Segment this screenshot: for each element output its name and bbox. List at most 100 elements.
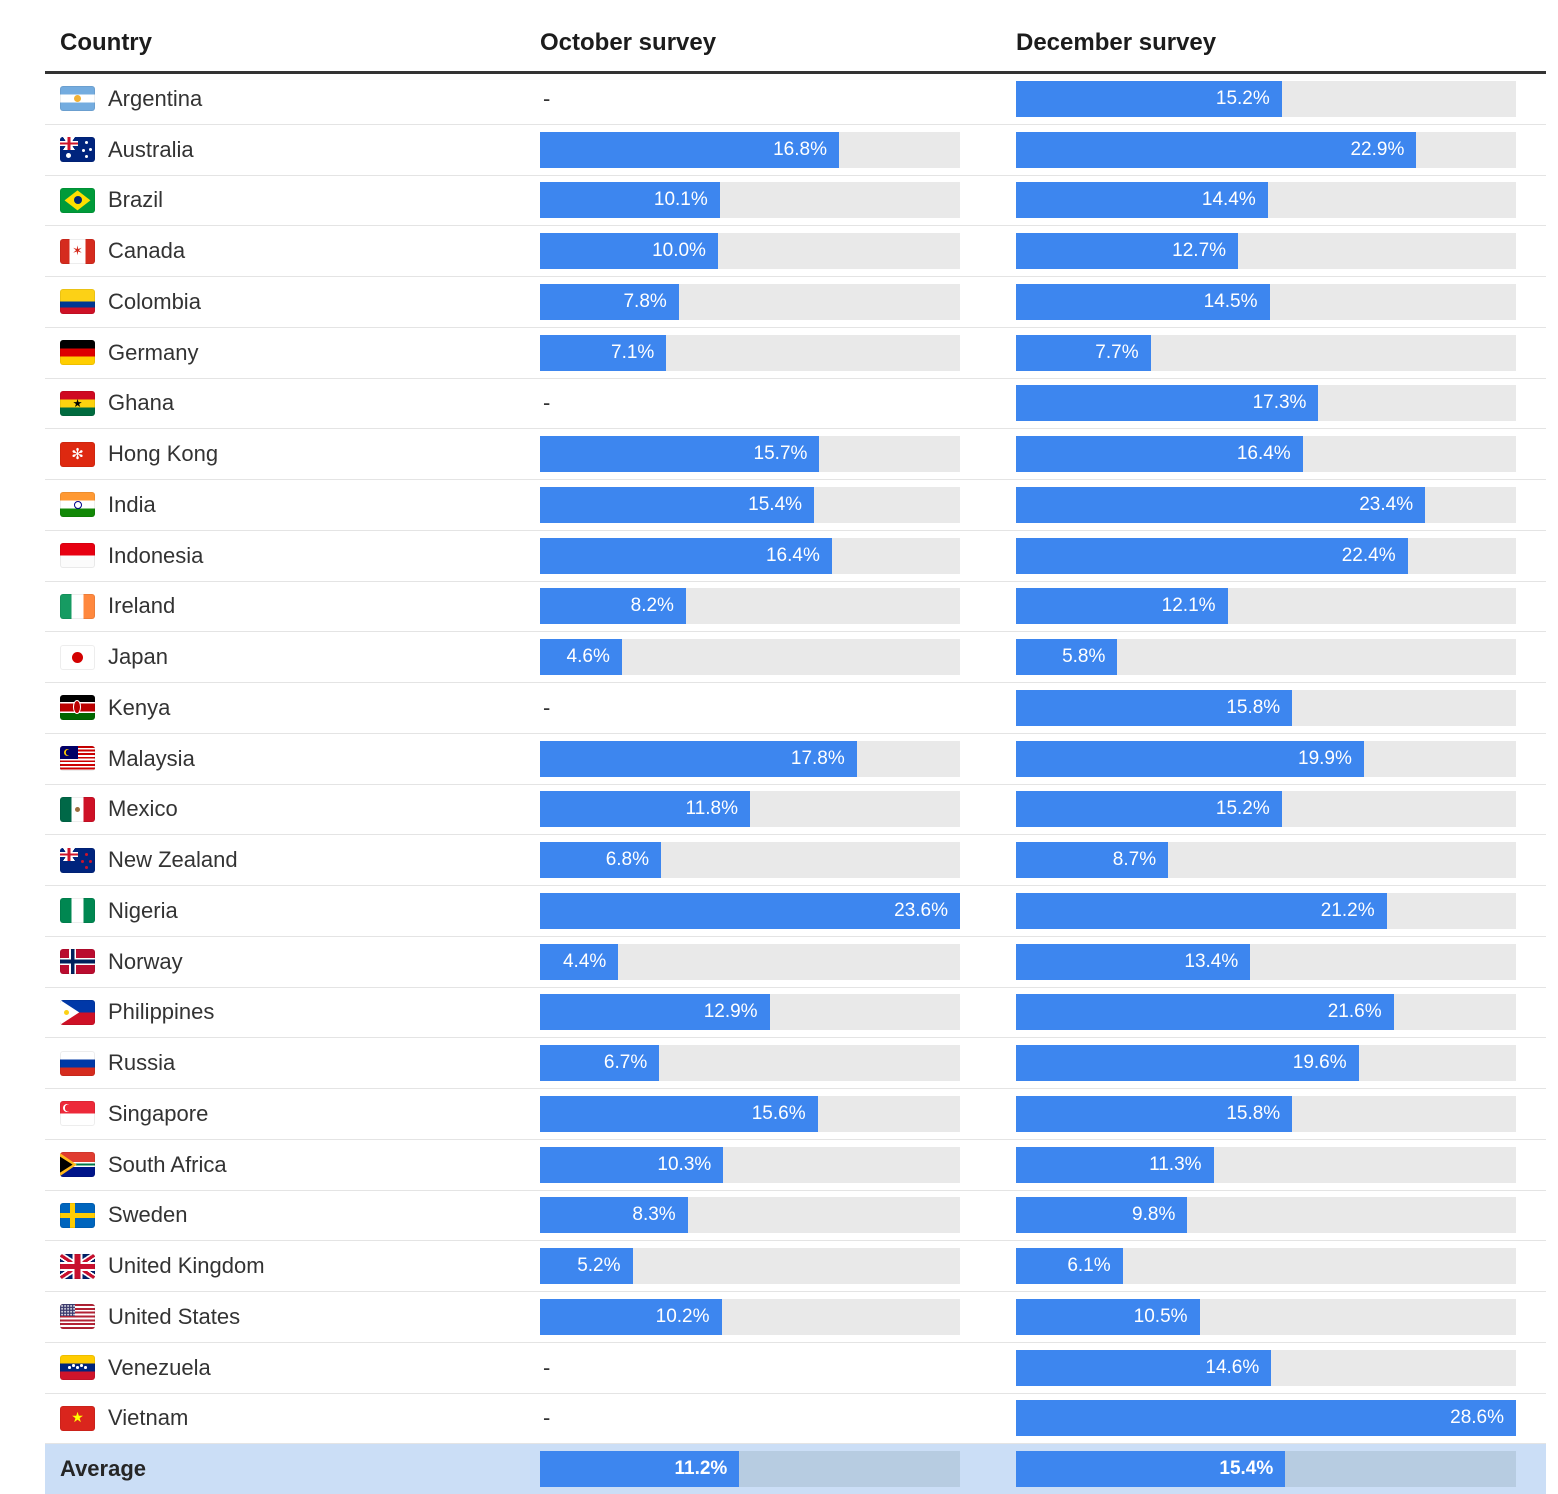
flag-mexico-icon [60,796,95,822]
country-name: Nigeria [108,897,178,923]
country-cell: Ireland [45,593,540,619]
country-name: South Africa [108,1151,227,1177]
flag-ireland-icon [60,593,95,619]
flag-germany-icon [60,340,95,366]
bar: 15.4% [1016,1451,1286,1488]
bar-track: 10.2% [540,1298,960,1335]
october-cell: 11.8% [540,791,960,828]
country-cell: Nigeria [45,898,540,924]
bar-value-label: 15.8% [1226,696,1281,718]
bar-track: 11.3% [1016,1146,1516,1183]
bar: 11.2% [540,1451,740,1488]
country-name: Sweden [108,1202,188,1228]
bar-value-label: 15.2% [1215,798,1270,820]
october-cell: 15.7% [540,436,960,473]
bar: 12.9% [540,994,770,1031]
bar: 15.8% [1016,689,1293,726]
flag-southafrica-icon [60,1152,95,1178]
country-cell: Canada [45,238,540,264]
country-cell: United Kingdom [45,1253,540,1279]
december-cell: 21.6% [1016,994,1516,1031]
country-cell: Vietnam [45,1405,540,1431]
october-cell: 6.8% [540,842,960,879]
bar: 6.1% [1016,1248,1123,1285]
bar-value-label: 22.9% [1350,138,1405,160]
country-cell: Ghana [45,390,540,416]
country-cell: Philippines [45,999,540,1025]
bar-value-label: 7.8% [623,290,667,312]
bar: 10.3% [540,1146,724,1183]
bar: 8.7% [1016,842,1169,879]
flag-kenya-icon [60,695,95,721]
bar-track: 11.8% [540,791,960,828]
country-name: Argentina [108,85,203,111]
country-cell: Norway [45,949,540,975]
december-cell: 8.7% [1016,842,1516,879]
december-cell: 17.3% [1016,385,1516,422]
table-row: Venezuela - 14.6% [45,1343,1546,1394]
bar: 23.4% [1016,486,1426,523]
bar: 22.9% [1016,131,1417,168]
missing-value: - [543,85,551,111]
december-cell: 11.3% [1016,1146,1516,1183]
december-cell: 15.2% [1016,80,1516,117]
december-cell: 15.2% [1016,791,1516,828]
bar-track: 7.7% [1016,334,1516,371]
table-row: Sweden 8.3% 9.8% [45,1191,1546,1242]
country-cell: New Zealand [45,847,540,873]
bar-track: 15.2% [1016,791,1516,828]
table-header: Country October survey December survey [45,0,1546,74]
country-name: Ghana [108,390,175,416]
bar: 11.8% [540,791,750,828]
country-cell: India [45,492,540,518]
table-row: Mexico 11.8% 15.2% [45,785,1546,836]
bar-track: 17.8% [540,740,960,777]
country-name: Indonesia [108,542,204,568]
missing-value: - [543,1405,551,1431]
country-name: Canada [108,238,186,264]
bar-track: 12.7% [1016,233,1516,270]
country-name: Brazil [108,187,164,213]
bar-value-label: 10.0% [652,240,706,262]
bar-value-label: 15.2% [1215,87,1270,109]
bar: 12.1% [1016,588,1228,625]
bar-value-label: 16.4% [1236,443,1291,465]
october-cell: 10.2% [540,1298,960,1335]
bar-value-label: 9.8% [1132,1204,1176,1226]
bar: 10.5% [1016,1298,1200,1335]
country-cell: Mexico [45,796,540,822]
bar-value-label: 12.9% [703,1001,758,1023]
bar-track: 15.6% [540,1095,960,1132]
bar: 8.3% [540,1197,688,1234]
flag-singapore-icon [60,1101,95,1127]
country-cell: Indonesia [45,543,540,569]
flag-malaysia-icon [60,746,95,772]
flag-us-icon [60,1304,95,1330]
country-name: Russia [108,1050,176,1076]
missing-value: - [543,694,551,720]
bar-value-label: 12.7% [1172,240,1227,262]
december-cell: 22.4% [1016,537,1516,574]
october-cell: 15.6% [540,1095,960,1132]
bar-track: 15.4% [540,486,960,523]
december-cell: 12.1% [1016,588,1516,625]
bar-value-label: 11.3% [1149,1153,1202,1175]
bar: 13.4% [1016,943,1251,980]
bar-value-label: 6.8% [605,849,649,871]
bar-track: 19.6% [1016,1045,1516,1082]
december-cell: 13.4% [1016,943,1516,980]
bar-track: 8.3% [540,1197,960,1234]
flag-indonesia-icon [60,543,95,569]
country-name: Philippines [108,999,215,1025]
country-name: Ireland [108,593,176,619]
table-row: Russia 6.7% 19.6% [45,1038,1546,1089]
bar: 9.8% [1016,1197,1188,1234]
october-cell: - [540,385,960,421]
bar-value-label: 16.4% [765,544,820,566]
flag-brazil-icon [60,187,95,213]
bar: 7.8% [540,283,679,320]
bar-track: 6.8% [540,842,960,879]
bar: 19.6% [1016,1045,1359,1082]
column-header-december-survey: December survey [1016,29,1217,56]
table-row: New Zealand 6.8% 8.7% [45,835,1546,886]
